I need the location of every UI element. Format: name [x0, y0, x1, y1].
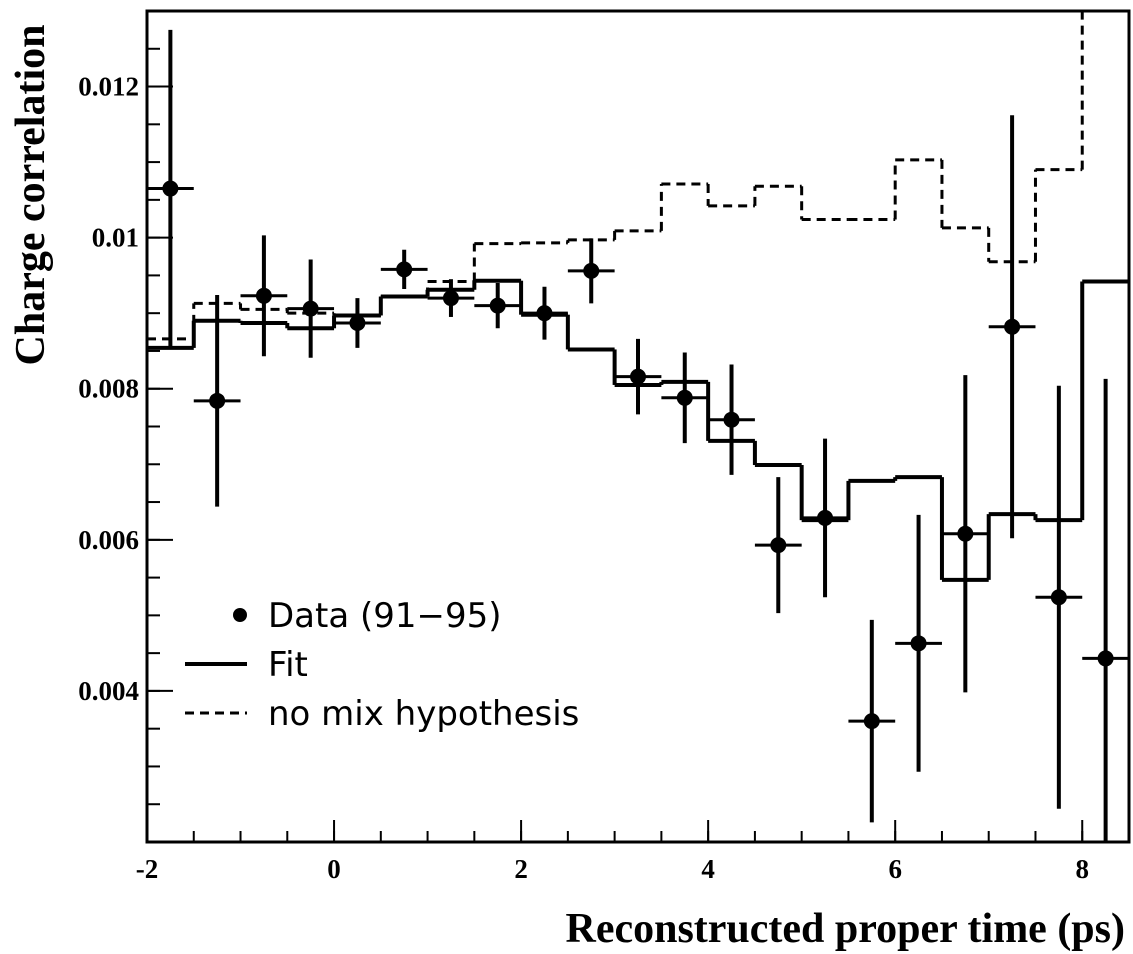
data-point [209, 392, 226, 409]
data-point [817, 509, 834, 526]
data-point [255, 287, 272, 304]
data-point [162, 180, 179, 197]
data-point [1004, 318, 1021, 335]
y-tick-label: 0.01 [92, 223, 139, 253]
legend-label: no mix hypothesis [268, 694, 579, 734]
y-tick-label: 0.012 [78, 72, 139, 102]
data-point [302, 300, 319, 317]
data-point [536, 305, 553, 322]
legend-marker [233, 608, 247, 622]
data-point [957, 525, 974, 542]
x-tick-label: 0 [327, 854, 341, 884]
y-tick-label: 0.006 [78, 525, 139, 555]
data-point [863, 713, 880, 730]
x-tick-label: -2 [136, 854, 159, 884]
legend-label: Data (91−95) [268, 596, 502, 636]
data-point [583, 262, 600, 279]
x-tick-label: 8 [1075, 854, 1089, 884]
data-point [1097, 650, 1114, 667]
plot-area [147, 11, 1129, 842]
data-point [442, 290, 459, 307]
data-point [396, 261, 413, 278]
x-tick-label: 4 [701, 854, 715, 884]
y-axis-label: Charge correlation [8, 25, 54, 366]
legend-label: Fit [268, 645, 308, 685]
data-point [676, 389, 693, 406]
data-point [910, 635, 927, 652]
data-point [349, 315, 366, 332]
data-point [630, 368, 646, 385]
y-tick-label: 0.008 [78, 374, 139, 404]
data-point [770, 537, 787, 554]
x-tick-label: 2 [514, 854, 528, 884]
data-point [1050, 589, 1067, 606]
x-tick-label: 6 [888, 854, 902, 884]
y-tick-label: 0.004 [78, 676, 139, 706]
data-point [723, 411, 740, 428]
x-axis-label: Reconstructed proper time (ps) [565, 906, 1125, 952]
data-point [489, 297, 506, 314]
